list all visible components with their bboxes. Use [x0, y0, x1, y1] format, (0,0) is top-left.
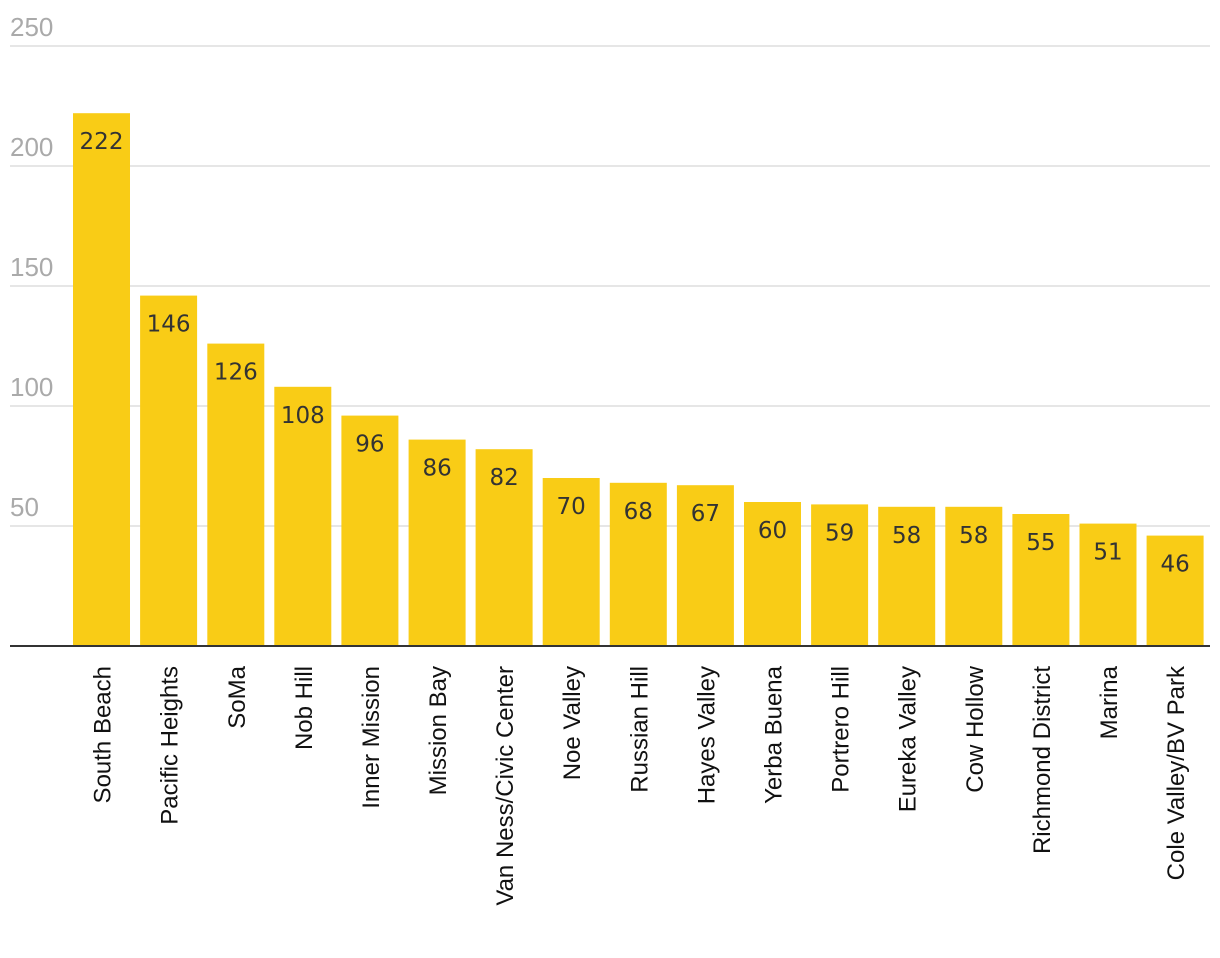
- value-label-7: 70: [557, 494, 586, 520]
- value-label-16: 46: [1160, 552, 1189, 578]
- x-tick-label-7: Noe Valley: [559, 666, 586, 780]
- x-tick-label-5: Mission Bay: [425, 666, 452, 795]
- bar-13: [945, 506, 1003, 646]
- y-tick-label-100: 100: [10, 372, 53, 402]
- x-tick-label-14: Richmond District: [1029, 666, 1056, 854]
- x-tick-label-15: Marina: [1096, 665, 1123, 739]
- bar-value-labels: 222 146 126 108 96 86 82 70 68 67 60 59 58 58 55 51 46: [79, 128, 1191, 578]
- value-label-5: 86: [422, 456, 451, 482]
- bar-0: [73, 113, 130, 646]
- x-tick-label-0: South Beach: [90, 666, 117, 803]
- value-label-6: 82: [489, 465, 518, 491]
- x-tick-label-2: SoMa: [224, 665, 251, 728]
- bar-9: [676, 485, 734, 646]
- value-label-15: 51: [1093, 540, 1122, 566]
- x-tick-label-11: Portrero Hill: [828, 666, 855, 793]
- value-label-12: 58: [892, 523, 921, 549]
- bar-4: [341, 415, 399, 646]
- value-label-8: 68: [624, 499, 653, 525]
- value-label-13: 58: [959, 523, 988, 549]
- bar-7: [542, 478, 600, 646]
- value-label-4: 96: [355, 432, 384, 458]
- x-tick-label-1: Pacific Heights: [157, 666, 184, 825]
- y-tick-label-50: 50: [10, 492, 39, 522]
- x-tick-label-13: Cow Hollow: [962, 665, 989, 792]
- value-label-14: 55: [1026, 530, 1055, 556]
- bar-1: [140, 295, 198, 646]
- bar-5: [408, 439, 466, 646]
- bar-16: [1146, 535, 1204, 646]
- x-tick-label-10: Yerba Buena: [761, 665, 788, 804]
- value-label-9: 67: [691, 501, 720, 527]
- bar-10: [744, 502, 801, 646]
- y-axis-tick-labels: 50 100 150 200 250: [10, 12, 53, 522]
- value-label-2: 126: [214, 360, 258, 386]
- x-tick-label-8: Russian Hill: [626, 666, 653, 793]
- bar-6: [475, 449, 533, 646]
- x-axis-tick-labels: South Beach Pacific Heights SoMa Nob Hill In…: [90, 665, 1191, 906]
- x-tick-label-6: Van Ness/Civic Center: [492, 666, 519, 906]
- value-label-11: 59: [825, 520, 854, 546]
- y-tick-label-250: 250: [10, 12, 53, 42]
- bar-3: [274, 386, 332, 646]
- x-tick-label-9: Hayes Valley: [693, 666, 720, 804]
- bar-14: [1012, 514, 1070, 646]
- bar-8: [609, 482, 667, 646]
- y-tick-label-200: 200: [10, 132, 53, 162]
- value-label-3: 108: [281, 403, 325, 429]
- value-label-1: 146: [147, 312, 191, 338]
- bars: [73, 113, 1204, 646]
- bar-2: [207, 343, 265, 646]
- x-tick-label-4: Inner Mission: [358, 666, 385, 809]
- bar-12: [878, 506, 936, 646]
- x-tick-label-16: Cole Valley/BV Park: [1163, 665, 1190, 880]
- y-tick-label-150: 150: [10, 252, 53, 282]
- value-label-0: 222: [80, 129, 124, 155]
- bar-15: [1079, 523, 1137, 646]
- value-label-10: 60: [758, 518, 787, 544]
- x-tick-label-12: Eureka Valley: [895, 666, 922, 812]
- bar-11: [811, 504, 869, 646]
- x-tick-label-3: Nob Hill: [291, 666, 318, 750]
